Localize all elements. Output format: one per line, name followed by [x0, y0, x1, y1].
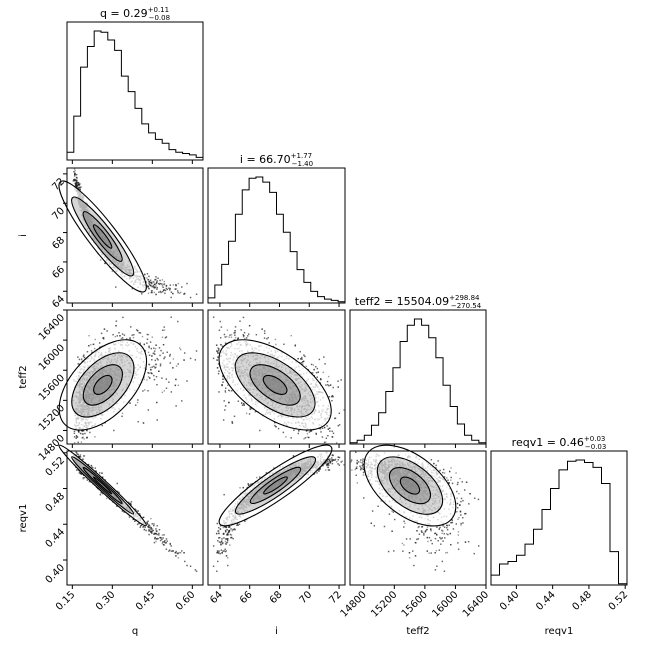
- scatter-i-teff2: [212, 316, 345, 444]
- panel-q-reqv1: [66, 450, 204, 586]
- scatter-q-i: [58, 168, 198, 299]
- x-axis-label-q: q: [132, 626, 138, 637]
- scatter-i-reqv1: [212, 444, 345, 572]
- panel-teff2: [349, 309, 487, 445]
- y-axis-label-i: i: [18, 234, 29, 237]
- y-tick-label-teff2: 16000: [37, 342, 67, 372]
- x-tick-label-teff2: 15600: [400, 589, 430, 619]
- scatter-q-reqv1: [58, 444, 198, 572]
- title-i: i = 66.70+1.77 −1.40: [240, 152, 313, 168]
- x-tick-label-i: 68: [268, 589, 285, 606]
- x-tick-label-teff2: 15200: [369, 589, 399, 619]
- panel-i: [207, 167, 346, 304]
- y-tick-label-i: 64: [50, 294, 67, 311]
- x-tick-label-i: 70: [298, 589, 315, 606]
- title-teff2: teff2 = 15504.09+298.84 −270.54: [355, 294, 482, 310]
- y-tick-label-i: 70: [50, 206, 67, 223]
- x-tick-label-i: 64: [208, 589, 225, 606]
- histogram-teff2: [349, 318, 487, 444]
- x-axis-label-teff2: teff2: [406, 626, 429, 637]
- scatter-teff2-reqv1: [350, 444, 480, 572]
- y-axis-label-reqv1: reqv1: [18, 504, 29, 533]
- histogram-reqv1: [490, 459, 628, 585]
- histogram-i: [207, 176, 346, 303]
- x-tick-label-reqv1: 0.48: [571, 589, 595, 613]
- panel-teff2-reqv1: [349, 450, 487, 586]
- panel-reqv1: [490, 450, 628, 586]
- scatter-q-teff2: [58, 316, 198, 444]
- title-reqv1: reqv1 = 0.46+0.03 −0.03: [512, 435, 607, 451]
- x-tick-label-q: 0.15: [54, 589, 78, 613]
- x-tick-label-reqv1: 0.52: [607, 589, 631, 613]
- y-tick-label-i: 66: [50, 264, 67, 281]
- x-tick-label-q: 0.60: [174, 589, 198, 613]
- x-tick-label-q: 0.30: [94, 589, 118, 613]
- x-tick-label-teff2: 16400: [461, 589, 491, 619]
- panel-i-reqv1: [207, 450, 346, 586]
- y-axis-label-teff2: teff2: [18, 365, 29, 388]
- panel-q: [66, 21, 204, 161]
- x-axis-label-i: i: [275, 626, 278, 637]
- y-tick-label-teff2: 16400: [37, 312, 67, 342]
- x-tick-label-q: 0.45: [134, 589, 158, 613]
- y-tick-label-reqv1: 0.44: [44, 527, 68, 551]
- x-tick-label-teff2: 16000: [430, 589, 460, 619]
- x-tick-label-i: 72: [327, 589, 344, 606]
- x-tick-label-reqv1: 0.44: [534, 589, 558, 613]
- title-q: q = 0.29+0.11 −0.08: [100, 6, 170, 22]
- panel-q-i: [66, 167, 204, 304]
- y-tick-label-reqv1: 0.40: [44, 562, 68, 586]
- y-tick-label-i: 68: [50, 235, 67, 252]
- panel-q-teff2: [66, 309, 204, 445]
- panel-i-teff2: [207, 309, 346, 445]
- histogram-q: [66, 30, 204, 160]
- x-tick-label-i: 66: [238, 589, 255, 606]
- x-tick-label-reqv1: 0.40: [498, 589, 522, 613]
- x-axis-label-reqv1: reqv1: [545, 626, 574, 637]
- x-tick-label-teff2: 14800: [339, 589, 369, 619]
- y-tick-label-reqv1: 0.48: [44, 491, 68, 515]
